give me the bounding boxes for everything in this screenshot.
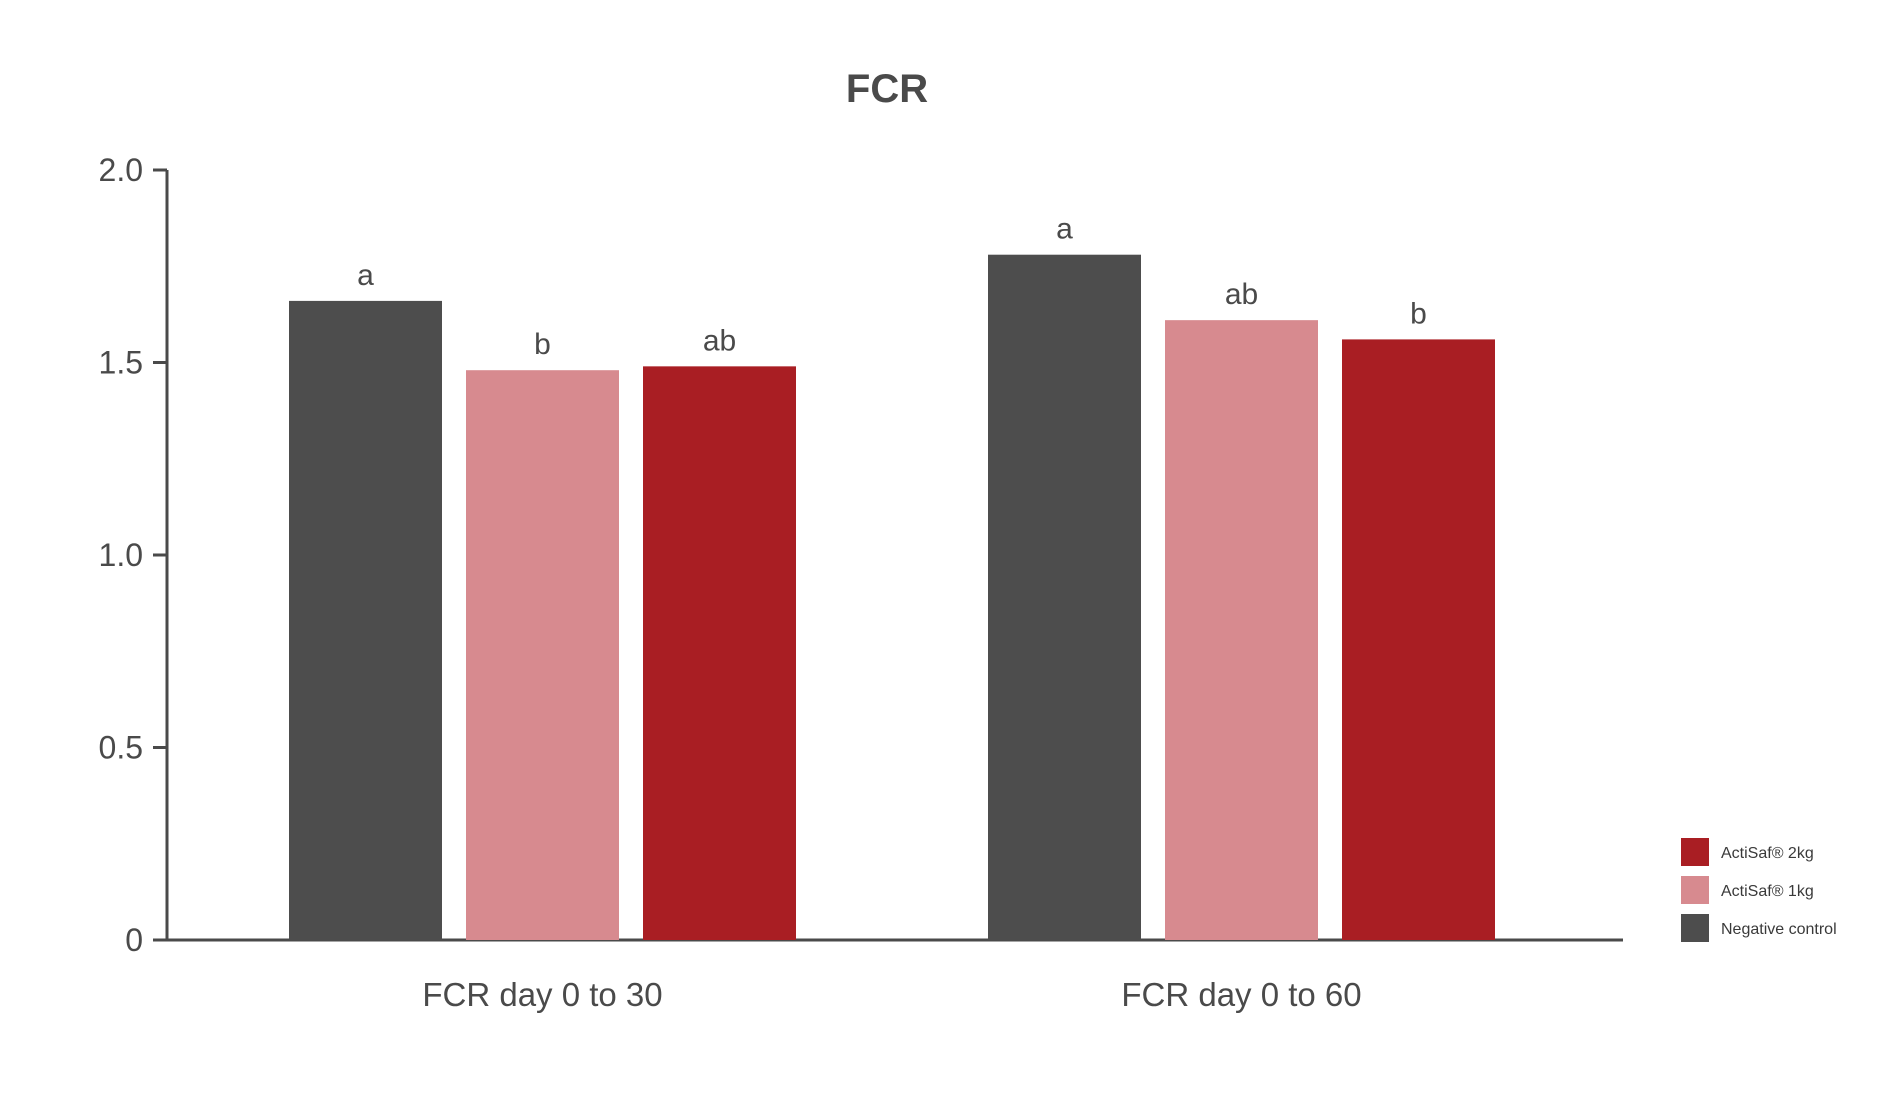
significance-label: ab — [703, 324, 736, 357]
bar — [289, 300, 442, 940]
x-category-label: FCR day 0 to 30 — [422, 976, 662, 1013]
significance-label: b — [534, 328, 551, 361]
bar — [466, 370, 619, 940]
legend: ActiSaf® 2kg ActiSaf® 1kg Negative control — [1681, 838, 1837, 942]
significance-label: ab — [1225, 278, 1258, 311]
bar — [643, 366, 796, 941]
bar — [1165, 320, 1318, 940]
x-category-label: FCR day 0 to 60 — [1121, 976, 1361, 1013]
y-tick-label: 1.5 — [99, 345, 143, 381]
legend-label: Negative control — [1721, 921, 1837, 938]
legend-label: ActiSaf® 1kg — [1721, 883, 1814, 900]
significance-label: b — [1410, 297, 1427, 330]
y-tick-label: 0.5 — [99, 730, 143, 766]
chart-title: FCR — [846, 67, 928, 111]
bar — [988, 254, 1141, 940]
bar — [1342, 339, 1495, 940]
y-tick-label: 0 — [125, 922, 143, 958]
y-tick-label: 1.0 — [99, 537, 143, 573]
y-tick-label: 2.0 — [99, 152, 143, 188]
legend-swatch — [1681, 914, 1709, 942]
legend-swatch — [1681, 838, 1709, 866]
significance-label: a — [1056, 213, 1073, 246]
legend-swatch — [1681, 876, 1709, 904]
significance-label: a — [357, 259, 374, 292]
legend-label: ActiSaf® 2kg — [1721, 845, 1814, 862]
